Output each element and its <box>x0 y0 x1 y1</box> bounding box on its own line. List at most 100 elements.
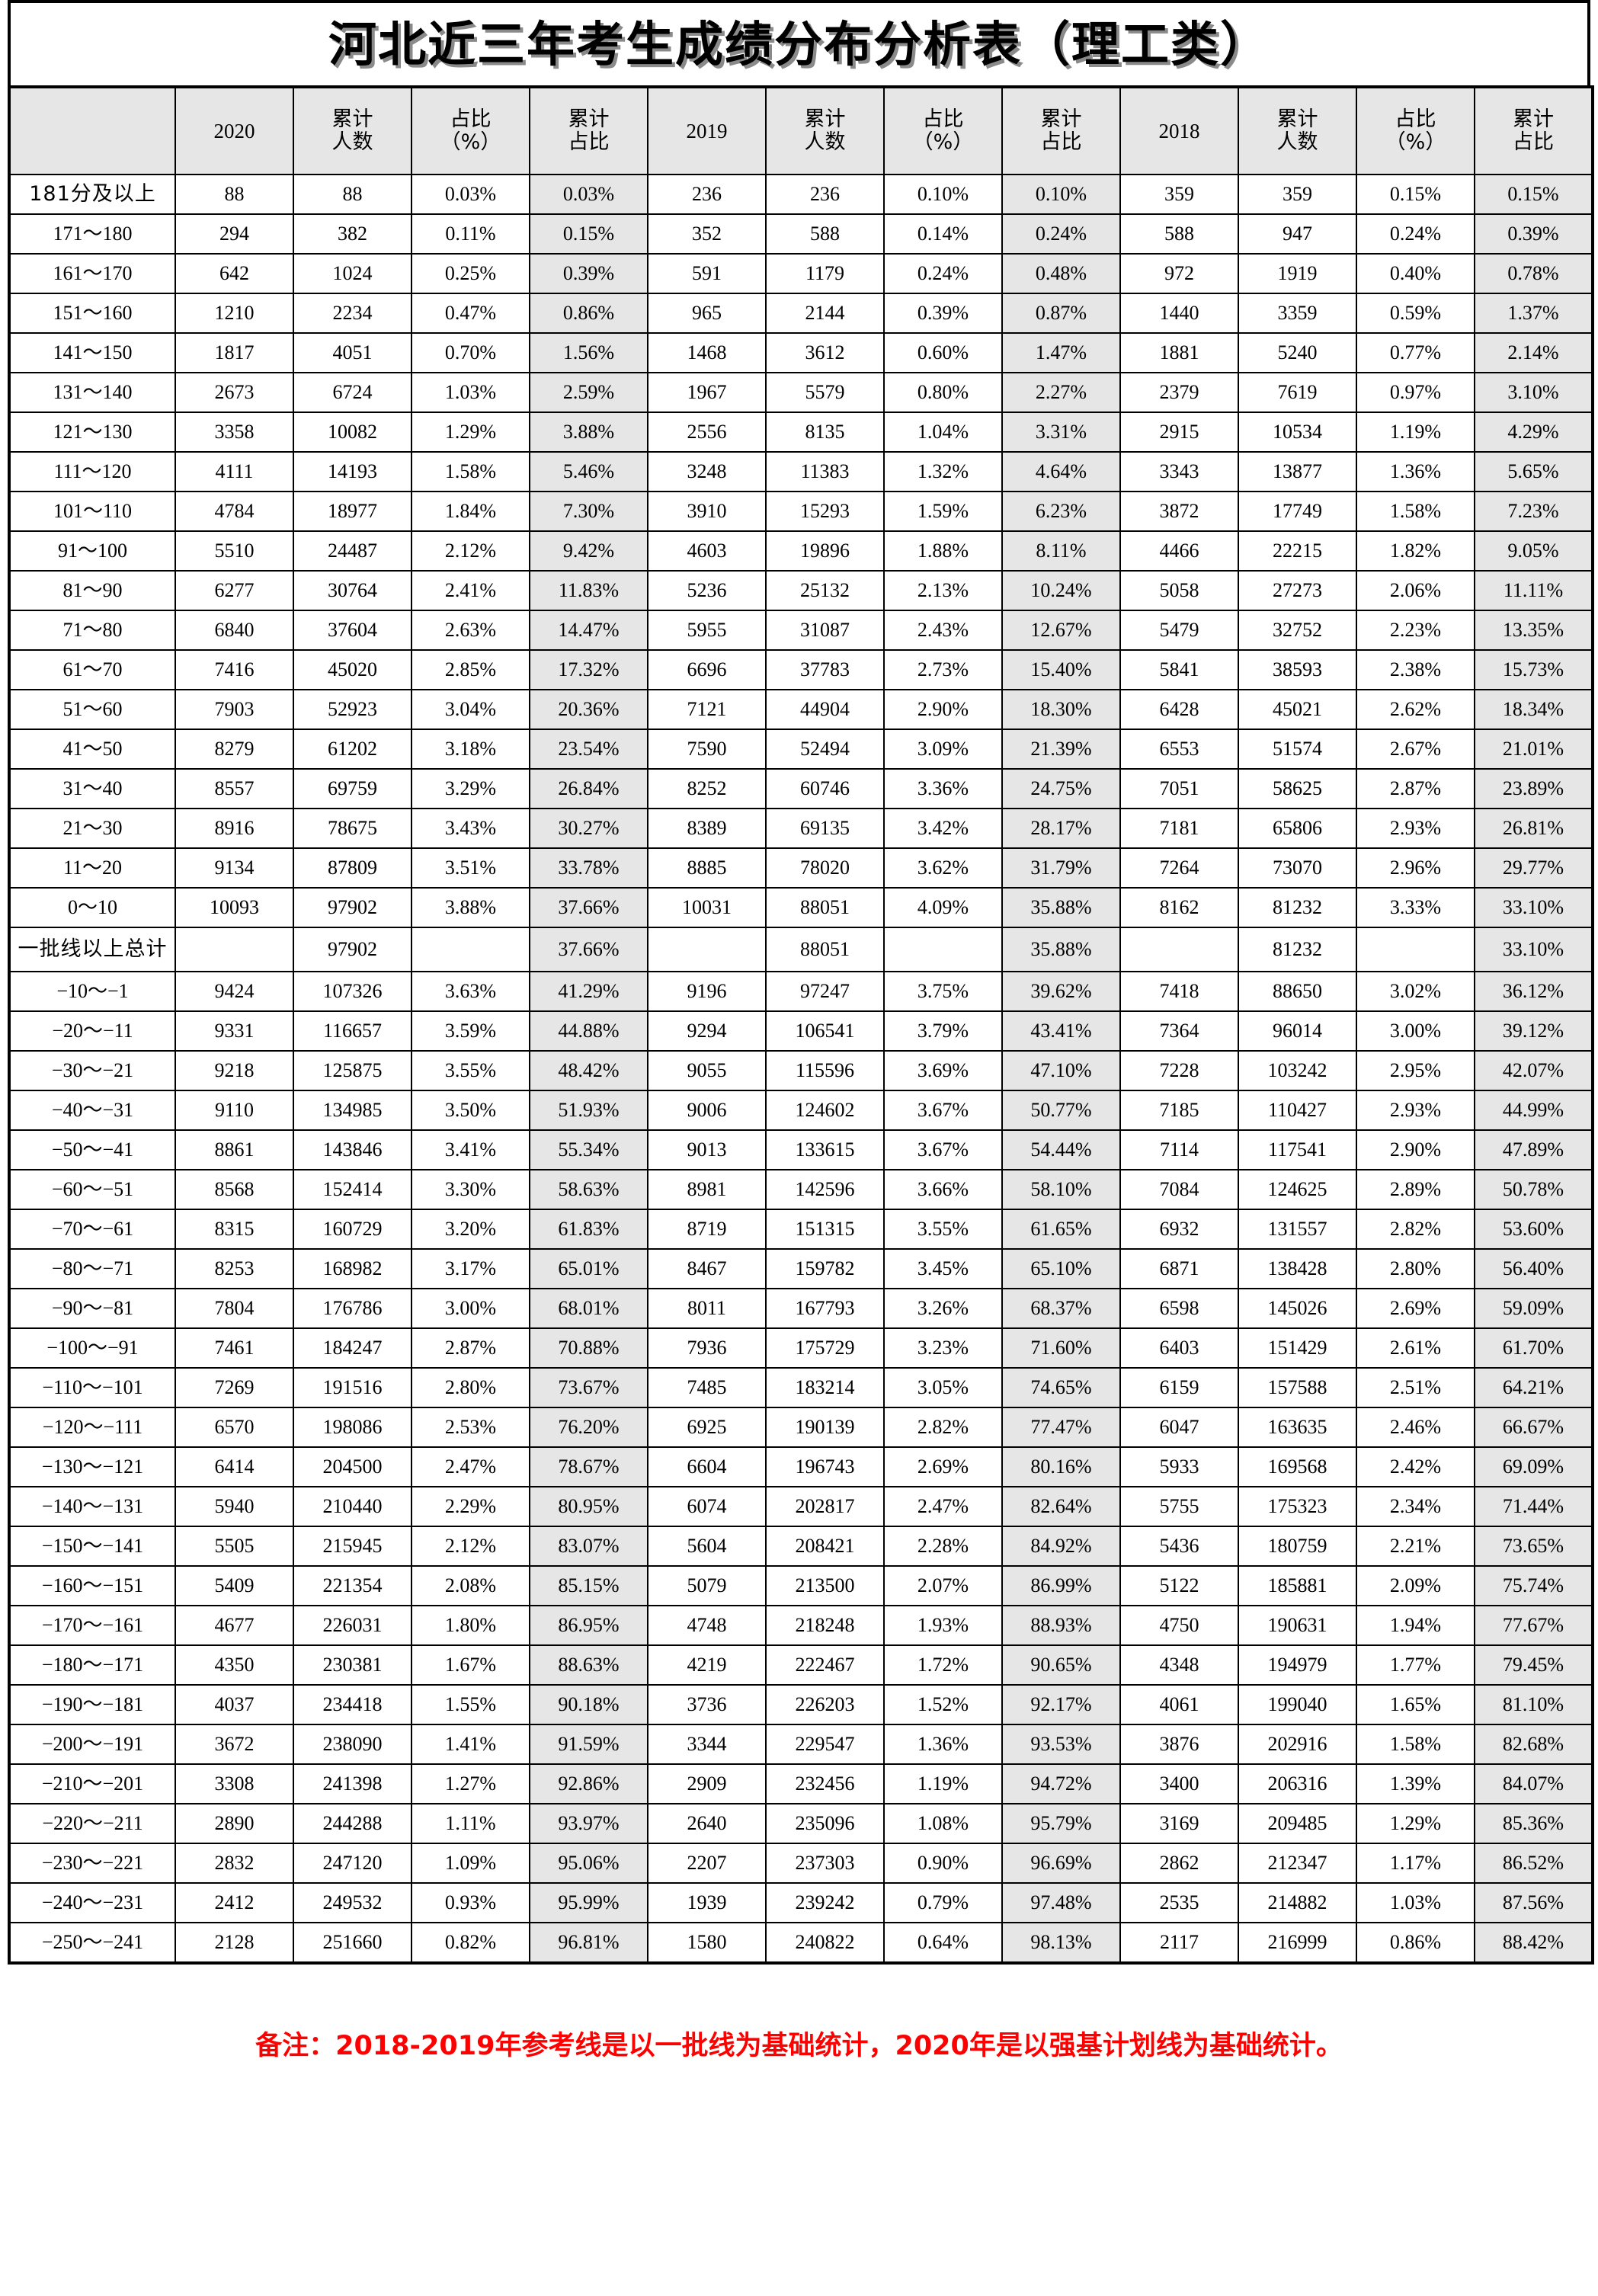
cell-2018-r19 <box>1119 927 1239 972</box>
cell-2019-r31: 6925 <box>647 1407 767 1448</box>
cell-累计人数-r30: 183214 <box>765 1367 885 1408</box>
cell-累计占比-r36: 77.67% <box>1474 1605 1593 1646</box>
cell-累计人数-r25: 124625 <box>1238 1169 1357 1210</box>
cell-占比-r29: 2.87% <box>411 1327 530 1369</box>
cell-2019-r8: 3910 <box>647 491 767 532</box>
col-header-cumpct-2020: 累计 占比 <box>529 86 648 175</box>
cell-2020-r19 <box>175 927 294 972</box>
cell-累计占比-r37: 90.65% <box>1001 1644 1121 1686</box>
cell-累计占比-r16: 28.17% <box>1001 808 1121 849</box>
cell-2020-r33: 5940 <box>175 1486 294 1527</box>
cell-占比-r35: 2.07% <box>883 1565 1003 1606</box>
col-header-cumcount-2019: 累计 人数 <box>765 86 885 175</box>
cell-累计人数-r15: 60746 <box>765 768 885 809</box>
cell-累计人数-r21: 106541 <box>765 1010 885 1052</box>
table-row: 141～150 1817 4051 0.70% 1.56% 1468 3612 0.60% 1.… <box>8 332 1593 373</box>
cell-2019-r40: 2909 <box>647 1763 767 1804</box>
cell-累计人数-r40: 206316 <box>1238 1763 1357 1804</box>
cell-累计人数-r22: 115596 <box>765 1050 885 1091</box>
cell-累计人数-r10: 25132 <box>765 570 885 611</box>
cell-占比-r37: 1.77% <box>1356 1644 1475 1686</box>
table-row: −180～−171 4350 230381 1.67% 88.63% 4219 222467… <box>8 1644 1593 1686</box>
col-header-year-2018: 2018 <box>1119 86 1239 175</box>
cell-2019-r5: 1967 <box>647 372 767 413</box>
cell-累计人数-r8: 17749 <box>1238 491 1357 532</box>
cell-累计人数-r29: 175729 <box>765 1327 885 1369</box>
cell-累计人数-r10: 30764 <box>293 570 412 611</box>
cell-累计人数-r1: 382 <box>293 213 412 255</box>
row-range-label: 101～110 <box>8 491 176 532</box>
cell-累计人数-r33: 202817 <box>765 1486 885 1527</box>
cell-2018-r2: 972 <box>1119 253 1239 294</box>
cell-2018-r17: 7264 <box>1119 847 1239 889</box>
cell-累计人数-r3: 2234 <box>293 293 412 334</box>
row-range-label: 171～180 <box>8 213 176 255</box>
row-range-label: 121～130 <box>8 411 176 453</box>
cell-2019-r36: 4748 <box>647 1605 767 1646</box>
cell-2020-r23: 9110 <box>175 1090 294 1131</box>
cell-累计占比-r2: 0.39% <box>529 253 648 294</box>
cumcount-line1: 累计 <box>804 107 846 131</box>
cell-累计人数-r0: 359 <box>1238 174 1357 215</box>
row-range-label: −140～−131 <box>8 1486 176 1527</box>
cell-占比-r4: 0.60% <box>883 332 1003 373</box>
table-row: −50～−41 8861 143846 3.41% 55.34% 9013 133615 3.… <box>8 1129 1593 1170</box>
table-row: 131～140 2673 6724 1.03% 2.59% 1967 5579 0.80% 2.… <box>8 372 1593 413</box>
cell-2020-r37: 4350 <box>175 1644 294 1686</box>
cell-2019-r7: 3248 <box>647 451 767 492</box>
row-range-label: −10～−1 <box>8 971 176 1012</box>
cell-占比-r13: 3.04% <box>411 689 530 730</box>
cell-占比-r39: 1.58% <box>1356 1724 1475 1765</box>
cell-累计占比-r25: 50.78% <box>1474 1169 1593 1210</box>
cell-累计人数-r34: 180759 <box>1238 1526 1357 1567</box>
col-header-cumcount-2020: 累计 人数 <box>293 86 412 175</box>
cell-2019-r20: 9196 <box>647 971 767 1012</box>
cell-累计人数-r9: 19896 <box>765 530 885 572</box>
cell-占比-r11: 2.23% <box>1356 610 1475 651</box>
cell-累计占比-r16: 26.81% <box>1474 808 1593 849</box>
cell-2019-r35: 5079 <box>647 1565 767 1606</box>
cell-累计占比-r15: 26.84% <box>529 768 648 809</box>
table-row: −20～−11 9331 116657 3.59% 44.88% 9294 106541 3.… <box>8 1010 1593 1052</box>
cell-占比-r20: 3.63% <box>411 971 530 1012</box>
table-row: 0～10 10093 97902 3.88% 37.66% 10031 88051 4.09%… <box>8 887 1593 928</box>
cell-占比-r21: 3.00% <box>1356 1010 1475 1052</box>
cell-占比-r30: 3.05% <box>883 1367 1003 1408</box>
table-row: 91～100 5510 24487 2.12% 9.42% 4603 19896 1.88% 8… <box>8 530 1593 572</box>
cell-累计人数-r32: 196743 <box>765 1446 885 1487</box>
cell-占比-r31: 2.53% <box>411 1407 530 1448</box>
row-range-label: −210～−201 <box>8 1763 176 1804</box>
cell-占比-r6: 1.29% <box>411 411 530 453</box>
cell-占比-r6: 1.19% <box>1356 411 1475 453</box>
cell-累计人数-r23: 110427 <box>1238 1090 1357 1131</box>
cell-占比-r12: 2.85% <box>411 649 530 690</box>
cell-累计占比-r4: 1.56% <box>529 332 648 373</box>
cell-2018-r41: 3169 <box>1119 1803 1239 1844</box>
cell-占比-r24: 3.67% <box>883 1129 1003 1170</box>
cell-累计人数-r6: 8135 <box>765 411 885 453</box>
cell-占比-r37: 1.67% <box>411 1644 530 1686</box>
cell-累计占比-r7: 4.64% <box>1001 451 1121 492</box>
footnote-text: 备注：2018-2019年参考线是以一批线为基础统计，2020年是以强基计划线为… <box>255 2031 1343 2061</box>
cell-2020-r17: 9134 <box>175 847 294 889</box>
cell-占比-r38: 1.52% <box>883 1684 1003 1725</box>
cell-2019-r27: 8467 <box>647 1248 767 1289</box>
cell-累计占比-r9: 9.05% <box>1474 530 1593 572</box>
pct-line1: 占比 <box>922 107 964 131</box>
cell-2018-r14: 6553 <box>1119 729 1239 770</box>
cell-2020-r25: 8568 <box>175 1169 294 1210</box>
cell-占比-r11: 2.43% <box>883 610 1003 651</box>
cell-累计人数-r37: 222467 <box>765 1644 885 1686</box>
cell-累计人数-r7: 14193 <box>293 451 412 492</box>
pct-line2: （%） <box>912 130 974 154</box>
cell-占比-r42: 0.90% <box>883 1843 1003 1884</box>
row-range-label: −100～−91 <box>8 1327 176 1369</box>
cell-累计占比-r17: 33.78% <box>529 847 648 889</box>
cell-占比-r37: 1.72% <box>883 1644 1003 1686</box>
cell-占比-r28: 3.26% <box>883 1288 1003 1329</box>
cell-累计人数-r12: 37783 <box>765 649 885 690</box>
table-row: −90～−81 7804 176786 3.00% 68.01% 8011 167793 3.… <box>8 1288 1593 1329</box>
cell-累计人数-r1: 947 <box>1238 213 1357 255</box>
cell-累计人数-r4: 3612 <box>765 332 885 373</box>
cell-累计人数-r36: 226031 <box>293 1605 412 1646</box>
